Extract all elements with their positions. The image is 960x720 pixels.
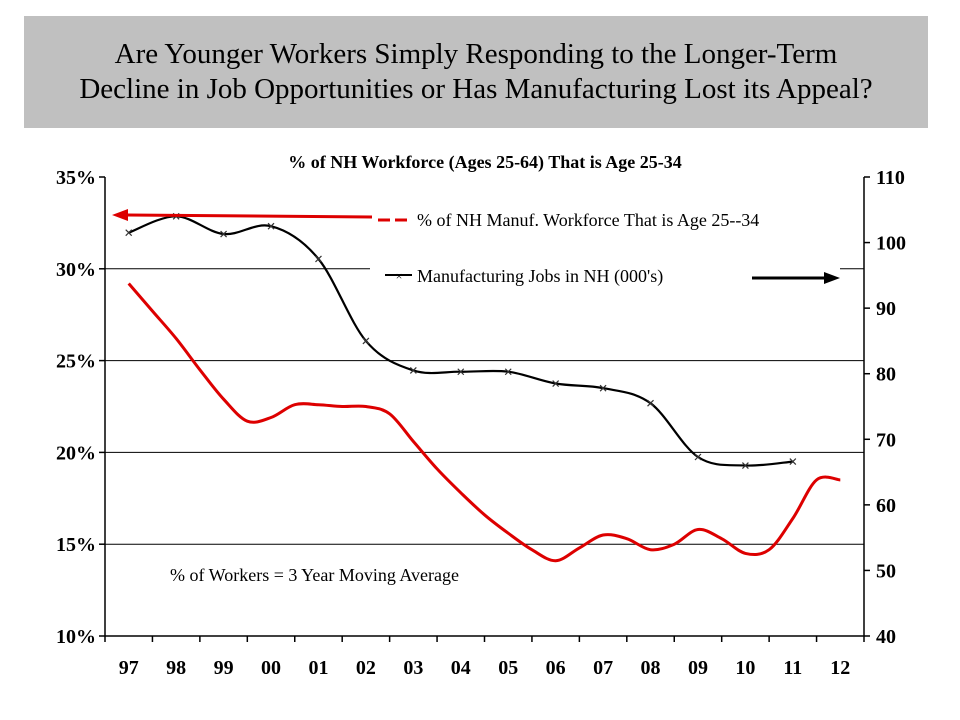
x-tick-label: 00	[261, 657, 281, 679]
x-tick-label: 06	[546, 657, 566, 679]
data-point-marker	[457, 368, 465, 376]
right-tick-label: 90	[876, 298, 896, 320]
data-point-marker	[599, 384, 607, 392]
data-point-marker	[741, 462, 749, 469]
x-tick-label: 08	[641, 657, 661, 679]
title-banner: Are Younger Workers Simply Responding to…	[24, 16, 928, 128]
x-axis-ticks: 97 98 99 00 01 02 03 04 05 06 07 08 09 10 11 12	[104, 636, 865, 679]
right-tick-label: 40	[876, 626, 896, 648]
data-point-marker	[694, 453, 702, 461]
x-tick-label: 11	[783, 657, 802, 679]
left-tick-label: 30%	[56, 259, 96, 281]
data-point-marker	[504, 368, 512, 376]
x-tick-label: 09	[688, 657, 708, 679]
right-tick-label: 100	[876, 233, 906, 255]
x-tick-label: 10	[735, 657, 755, 679]
left-tick-label: 35%	[56, 167, 96, 189]
moving-average-note: % of Workers = 3 Year Moving Average	[170, 565, 459, 585]
legend-red-label: % of NH Manuf. Workforce That is Age 25-…	[417, 210, 759, 230]
chart-title: % of NH Workforce (Ages 25-64) That is A…	[288, 152, 681, 173]
left-tick-label: 25%	[56, 351, 96, 373]
x-tick-label: 05	[498, 657, 518, 679]
right-tick-label: 110	[876, 167, 905, 189]
x-tick-label: 02	[356, 657, 376, 679]
left-axis-arrow	[112, 209, 373, 221]
legend-background	[370, 205, 840, 290]
legend: % of NH Manuf. Workforce That is Age 25-…	[370, 205, 840, 290]
legend-x-marker: ×	[396, 269, 403, 283]
legend-black-label: Manufacturing Jobs in NH (000's)	[417, 266, 663, 287]
data-point-marker	[125, 229, 133, 237]
data-point-marker	[552, 380, 560, 387]
left-tick-label: 20%	[56, 442, 96, 464]
series-layer	[125, 212, 841, 563]
x-tick-label: 03	[403, 657, 423, 679]
right-tick-label: 50	[876, 560, 896, 582]
data-point-marker	[315, 255, 322, 263]
slide-title-line-2: Decline in Job Opportunities or Has Manu…	[79, 73, 873, 105]
data-point-marker	[362, 337, 370, 345]
data-point-marker	[647, 399, 654, 407]
gridlines	[105, 268, 864, 545]
right-axis-arrow	[752, 272, 840, 284]
left-axis-ticks: 10% 15% 20% 25% 30% 35%	[56, 167, 105, 648]
x-tick-label: 01	[308, 657, 328, 679]
left-tick-label: 10%	[56, 626, 96, 648]
right-tick-label: 60	[876, 495, 896, 517]
data-point-marker	[267, 222, 275, 230]
x-tick-label: 98	[166, 657, 186, 679]
slide-title-line-1: Are Younger Workers Simply Responding to…	[114, 38, 838, 70]
right-tick-label: 70	[876, 429, 896, 451]
data-point-marker	[220, 230, 228, 238]
x-tick-label: 99	[214, 657, 234, 679]
right-axis-ticks: 40 50 60 70 80 90 100 110	[864, 167, 906, 648]
right-tick-label: 80	[876, 364, 896, 386]
x-tick-label: 07	[593, 657, 613, 679]
series-line-1	[127, 282, 841, 563]
left-tick-label: 15%	[56, 534, 96, 556]
x-tick-label: 04	[451, 657, 471, 679]
x-tick-label: 97	[119, 657, 139, 679]
data-point-marker	[789, 458, 797, 466]
data-point-marker	[409, 367, 417, 374]
x-tick-label: 12	[830, 657, 850, 679]
